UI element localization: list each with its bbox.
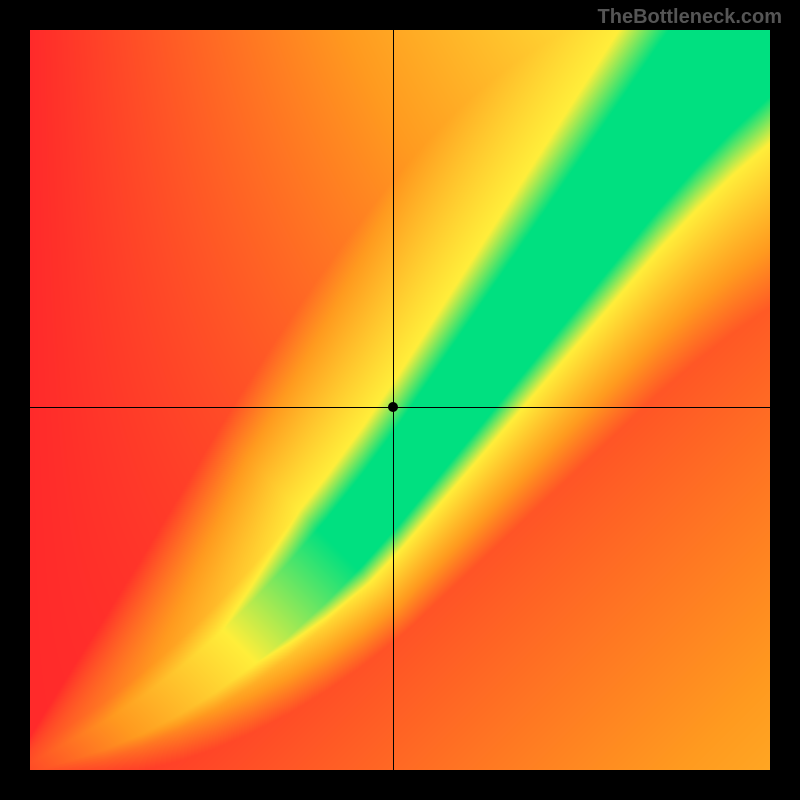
crosshair-horizontal-line (30, 407, 770, 408)
bottleneck-heatmap (30, 30, 770, 770)
crosshair-point[interactable] (388, 402, 398, 412)
watermark-text: TheBottleneck.com (598, 6, 782, 29)
chart-container: TheBottleneck.com (0, 0, 800, 800)
crosshair-vertical-line (393, 30, 394, 770)
